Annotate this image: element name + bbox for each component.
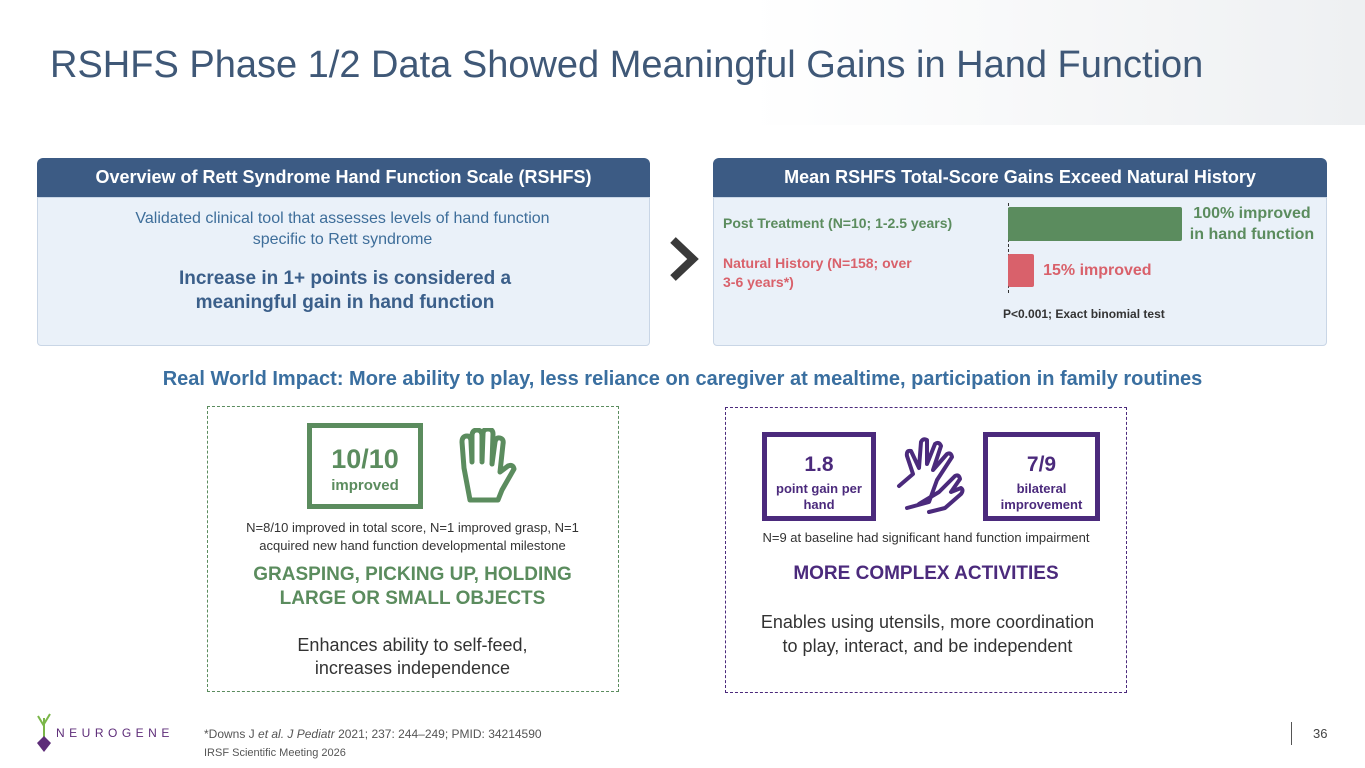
stat-value: 1.8: [804, 453, 834, 476]
overview-description: Validated clinical tool that assesses le…: [135, 210, 550, 248]
category-label: Natural History (N=158; over 3-6 years*): [723, 255, 912, 290]
stat-box: 1.8 point gain per hand: [762, 432, 876, 521]
logo-text: NEUROGENE: [56, 726, 174, 740]
stat-value: 7/9: [1026, 453, 1057, 476]
hands-icon: [897, 437, 965, 514]
stat-label: improved: [331, 477, 399, 494]
bar: [1008, 254, 1035, 287]
bar: [1008, 207, 1182, 241]
value-label: 100% improved in hand function: [1189, 205, 1315, 243]
overview-highlight: Increase in 1+ points is considered a me…: [178, 268, 512, 313]
baseline: [1008, 203, 1009, 293]
complex-description: Enables using utensils, more coordinatio…: [760, 612, 1095, 656]
chevron: [670, 237, 699, 281]
footer-divider: [1291, 722, 1292, 745]
slide-title: RSHFS Phase 1/2 Data Showed Meaningful G…: [50, 44, 1204, 86]
stat-box: 10/10 improved: [307, 423, 423, 509]
footnote: *Downs J et al. J Pediatr 2021; 237: 244…: [204, 727, 542, 741]
hand-icon: [459, 428, 517, 503]
hand-outline: [459, 428, 517, 503]
footnote-part: 2021; 237: 244–249; PMID: 34214590: [334, 727, 542, 741]
overview-heading: Overview of Rett Syndrome Hand Function …: [37, 158, 650, 197]
grasp-note: N=8/10 improved in total score, N=1 impr…: [246, 520, 579, 553]
gains-heading: Mean RSHFS Total-Score Gains Exceed Natu…: [713, 158, 1327, 197]
chevron-shape: [670, 237, 699, 281]
complex-panel: [725, 407, 1127, 693]
hands-outline: [897, 437, 965, 514]
stat-label: bilateral improvement: [1000, 481, 1083, 512]
overview-panel: [37, 197, 650, 346]
complex-note: N=9 at baseline had significant hand fun…: [762, 530, 1090, 545]
meeting: IRSF Scientific Meeting 2026: [204, 747, 346, 759]
value-label: 15% improved: [1043, 262, 1152, 279]
title-band: [0, 0, 1365, 125]
category-label: Post Treatment (N=10; 1-2.5 years): [723, 215, 953, 231]
logo-diamond: [37, 736, 51, 752]
stat-box: 7/9 bilateral improvement: [983, 432, 1100, 521]
stat-value: 10/10: [331, 444, 399, 474]
footnote-italic: et al. J Pediatr: [258, 727, 335, 741]
chart-note: P<0.001; Exact binomial test: [1003, 307, 1165, 321]
footnote-part: *Downs J: [204, 727, 259, 741]
logo-mark: [37, 713, 51, 752]
grasp-description: Enhances ability to self-feed, increases…: [297, 635, 528, 678]
stat-label: point gain per hand: [776, 481, 862, 512]
complex-heading: MORE COMPLEX ACTIVITIES: [793, 563, 1059, 584]
page-number: 36: [1313, 726, 1328, 741]
grasp-heading: GRASPING, PICKING UP, HOLDING LARGE OR S…: [253, 564, 572, 609]
impact-heading: Real World Impact: More ability to play,…: [162, 368, 1203, 390]
grasp-panel: [207, 406, 619, 692]
